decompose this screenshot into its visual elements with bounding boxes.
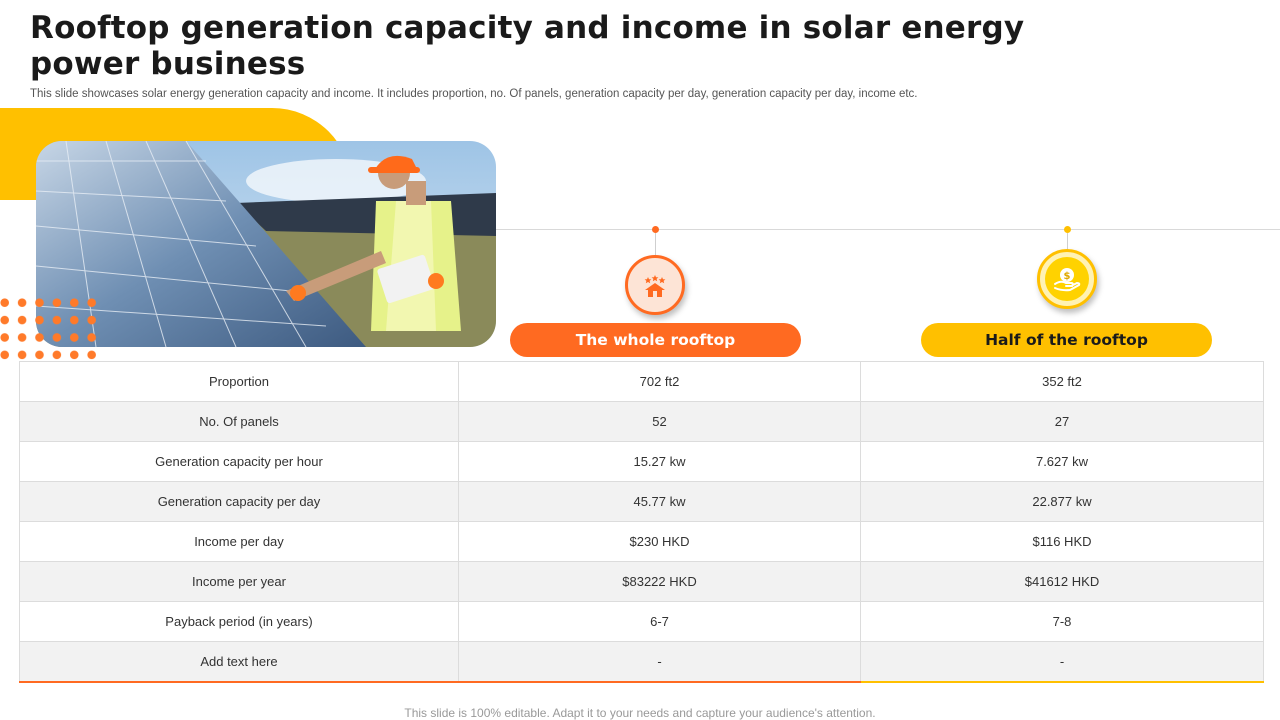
slide-footer-note: This slide is 100% editable. Adapt it to… [404, 706, 876, 720]
solar-worker-photo [36, 141, 496, 347]
half-rooftop-value: - [860, 641, 1264, 683]
timeline-line [496, 229, 1280, 230]
comparison-table: Proportion 702 ft2 352 ft2 No. Of panels… [19, 361, 1264, 683]
whole-rooftop-value: 52 [458, 401, 861, 442]
table-row: Proportion 702 ft2 352 ft2 [19, 361, 1264, 402]
row-label: Add text here [19, 641, 459, 683]
row-label: Income per day [19, 521, 459, 562]
whole-rooftop-value: $230 HKD [458, 521, 861, 562]
table-row: Income per year $83222 HKD $41612 HKD [19, 561, 1264, 602]
option1-pin-dot [652, 226, 659, 233]
option1-pin-line [655, 233, 656, 255]
half-rooftop-value: $41612 HKD [860, 561, 1264, 602]
table-row: Generation capacity per day 45.77 kw 22.… [19, 481, 1264, 522]
column-header-whole-rooftop: The whole rooftop [510, 323, 801, 357]
money-hand-icon: $ [1037, 249, 1097, 309]
table-row: Income per day $230 HKD $116 HKD [19, 521, 1264, 562]
house-stars-icon [625, 255, 685, 315]
half-rooftop-value: $116 HKD [860, 521, 1264, 562]
column-header-half-rooftop: Half of the rooftop [921, 323, 1212, 357]
table-row: Payback period (in years) 6-7 7-8 [19, 601, 1264, 642]
decorative-dot-grid [0, 298, 100, 364]
option2-pin-dot [1064, 226, 1071, 233]
row-label: Payback period (in years) [19, 601, 459, 642]
half-rooftop-value: 7.627 kw [860, 441, 1264, 482]
whole-rooftop-value: - [458, 641, 861, 683]
slide-title: Rooftop generation capacity and income i… [30, 10, 1025, 82]
half-rooftop-value: 352 ft2 [860, 361, 1264, 402]
row-label: Generation capacity per hour [19, 441, 459, 482]
row-label: Proportion [19, 361, 459, 402]
whole-rooftop-value: 15.27 kw [458, 441, 861, 482]
option2-pin-line [1067, 233, 1068, 255]
half-rooftop-value: 7-8 [860, 601, 1264, 642]
table-row: Generation capacity per hour 15.27 kw 7.… [19, 441, 1264, 482]
whole-rooftop-value: 45.77 kw [458, 481, 861, 522]
whole-rooftop-value: $83222 HKD [458, 561, 861, 602]
row-label: Generation capacity per day [19, 481, 459, 522]
half-rooftop-value: 22.877 kw [860, 481, 1264, 522]
slide-subtitle: This slide showcases solar energy genera… [30, 88, 918, 100]
row-label: No. Of panels [19, 401, 459, 442]
half-rooftop-value: 27 [860, 401, 1264, 442]
row-label: Income per year [19, 561, 459, 602]
table-row: No. Of panels 52 27 [19, 401, 1264, 442]
whole-rooftop-value: 6-7 [458, 601, 861, 642]
table-row: Add text here - - [19, 641, 1264, 683]
whole-rooftop-value: 702 ft2 [458, 361, 861, 402]
svg-text:$: $ [1064, 271, 1071, 282]
